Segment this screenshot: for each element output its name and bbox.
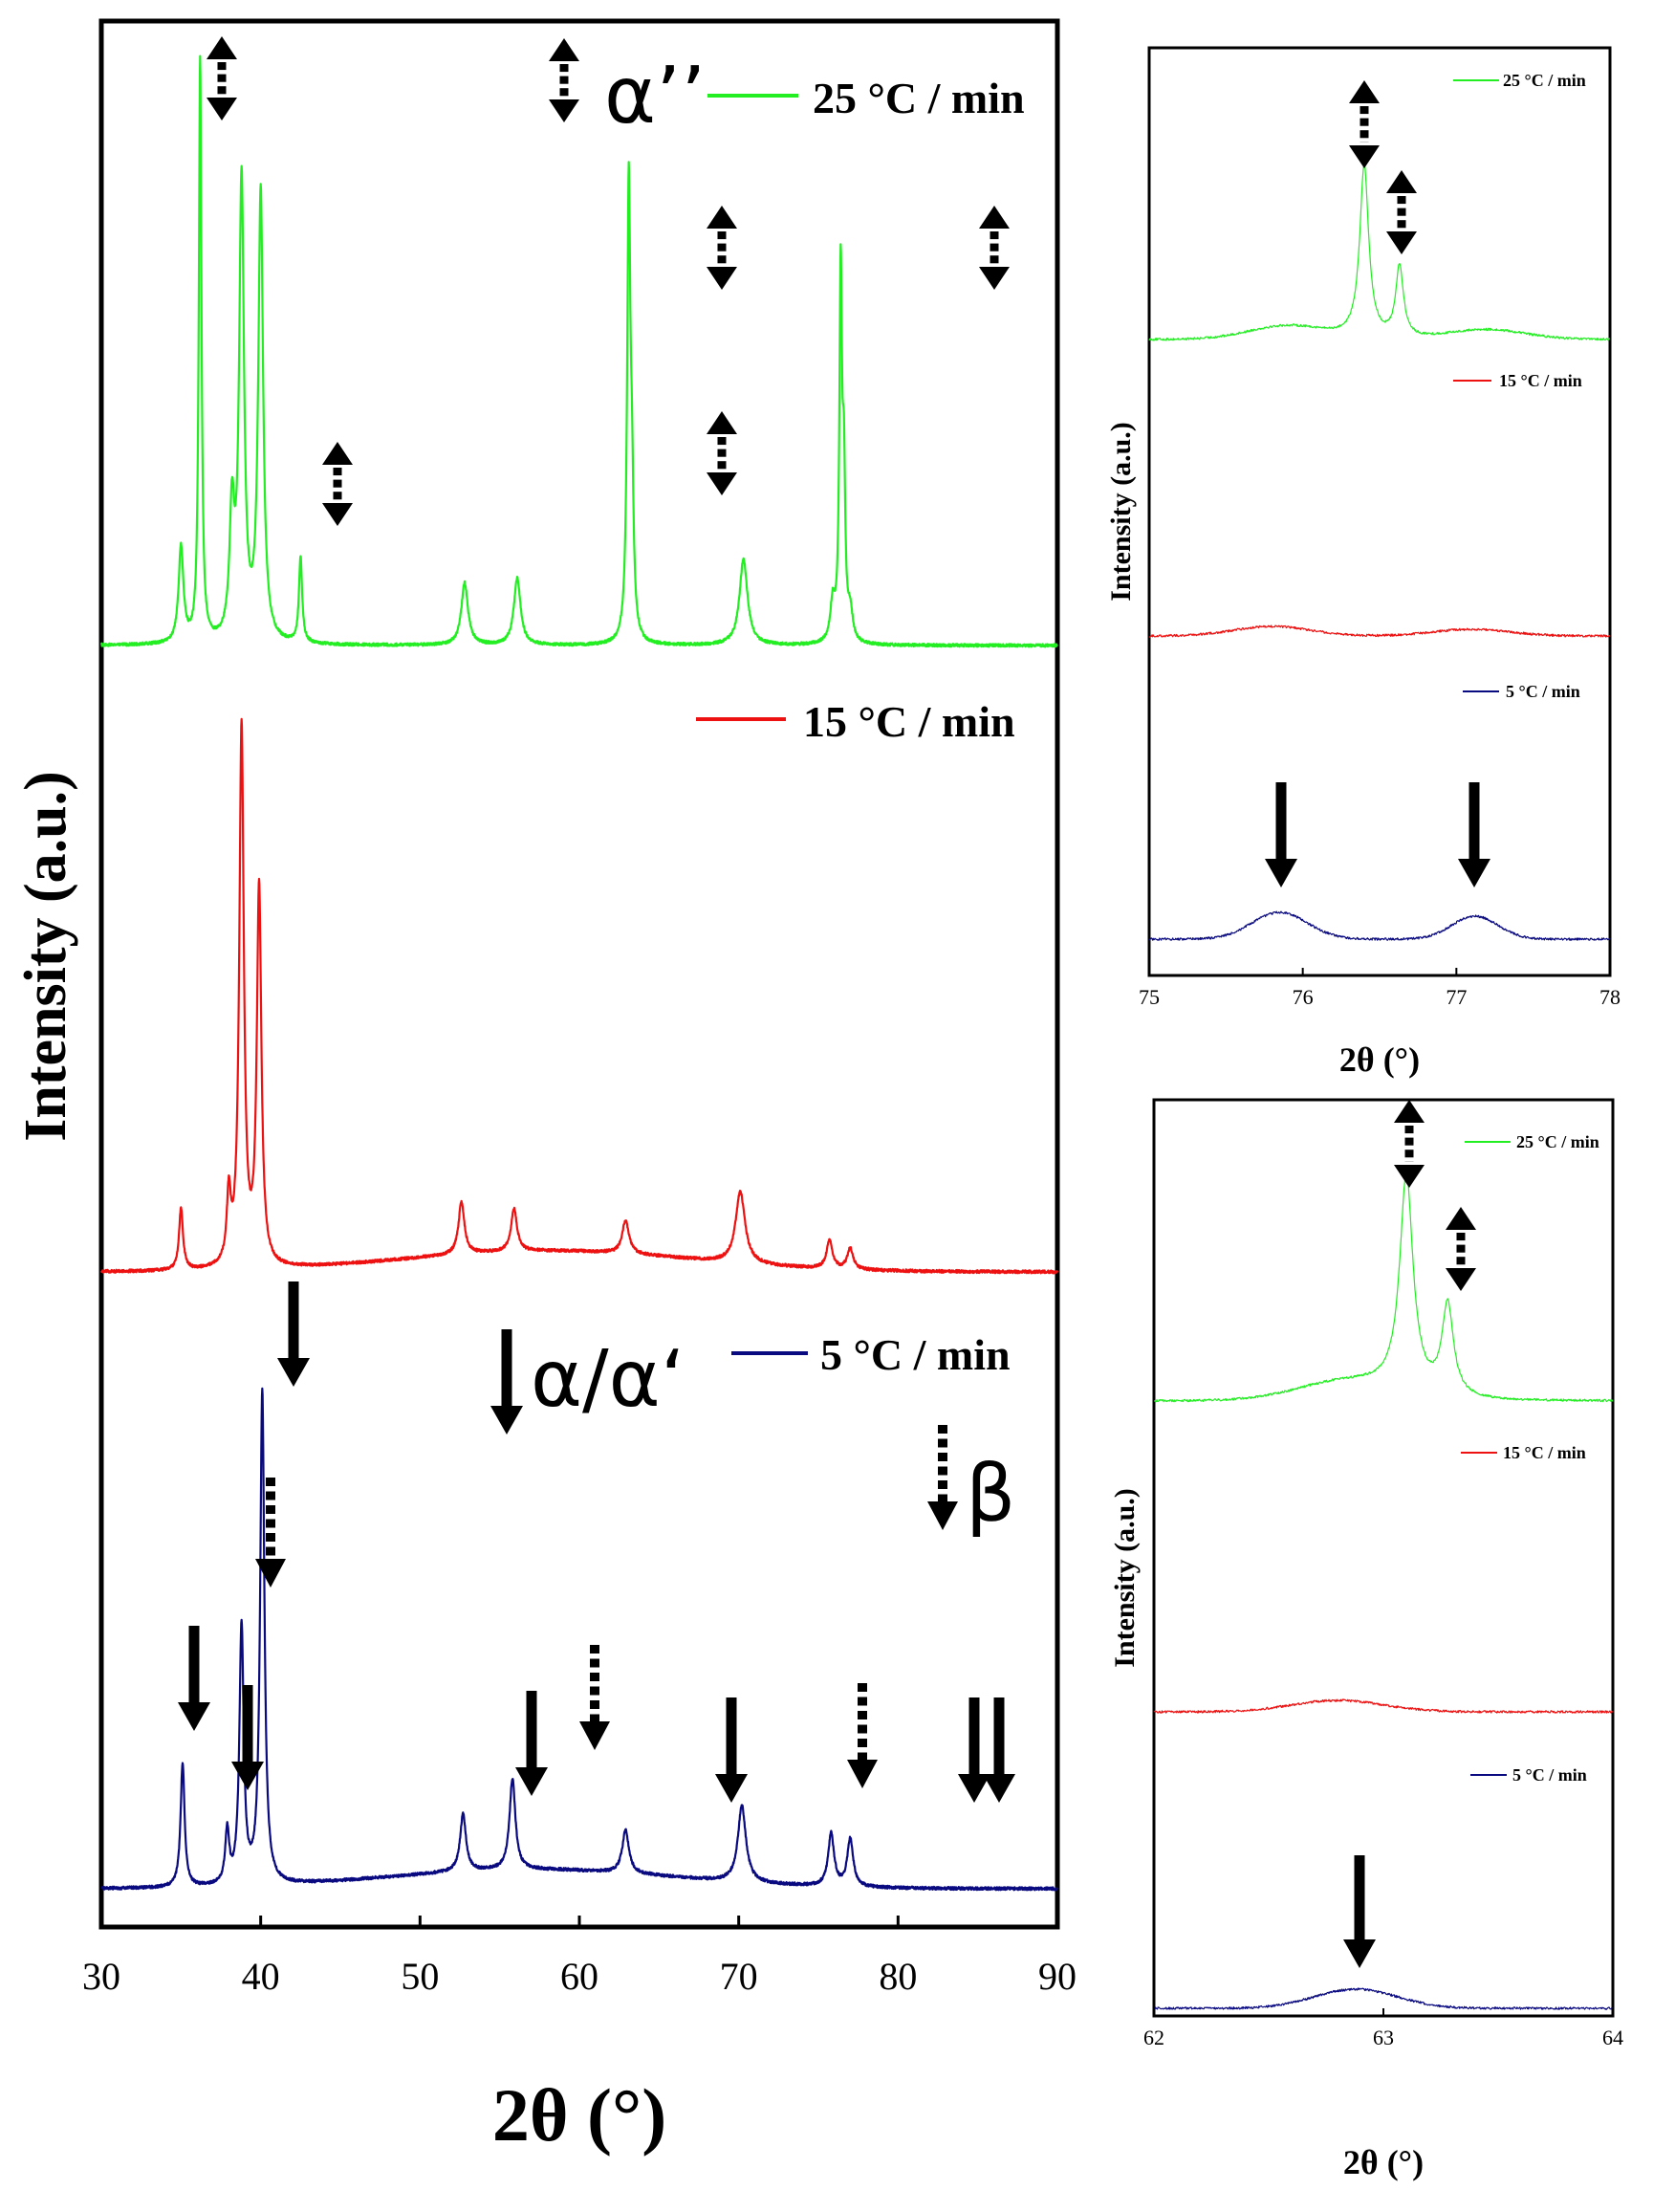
double-dashed-arrow-icon <box>707 411 737 495</box>
inset-bottom-series-group <box>1153 1172 1614 2010</box>
inset-top-x-axis-label: 2θ (°) <box>1339 1040 1420 1079</box>
dashed-down-arrow-icon <box>847 1683 878 1788</box>
x-tick-label: 90 <box>1038 1955 1077 1998</box>
series-line-rate-5 <box>1148 910 1611 941</box>
inset-top-series-group <box>1148 164 1611 941</box>
series-line-rate-15 <box>1153 1698 1614 1714</box>
phase-label-beta: β <box>966 1449 1015 1540</box>
inset-bottom-frame <box>1152 1098 1615 2018</box>
double-dashed-arrow-icon <box>549 38 579 122</box>
double-dashed-arrow-icon <box>1446 1207 1476 1291</box>
x-tick-label: 60 <box>560 1955 598 1998</box>
main-y-axis-label: Intensity (a.u.) <box>13 771 78 1142</box>
main-panel: 30 40 50 60 70 80 90 Intensity (a.u.) 2θ (°) 2… <box>13 18 1077 2157</box>
solid-down-arrow-icon <box>277 1281 310 1387</box>
main-arrow-markers <box>178 36 1015 1803</box>
double-dashed-arrow-icon <box>1349 80 1380 168</box>
series-line-rate-15 <box>1148 624 1611 638</box>
inset-bottom-y-axis-label: Intensity (a.u.) <box>1109 1488 1141 1668</box>
dashed-down-arrow-icon <box>579 1645 610 1750</box>
inset-top-legend-label-5: 5 °C / min <box>1506 682 1580 701</box>
x-tick-label: 78 <box>1599 985 1621 1009</box>
solid-down-arrow-icon <box>231 1685 264 1790</box>
inset-top-x-ticks: 75 76 77 78 <box>1139 968 1621 1009</box>
double-dashed-arrow-icon <box>707 206 737 290</box>
x-tick-label: 80 <box>879 1955 917 1998</box>
inset-bottom-arrow-markers <box>1343 1100 1476 1968</box>
solid-down-arrow-icon <box>1458 782 1490 887</box>
main-x-ticks: 30 40 50 60 70 80 90 <box>82 1916 1077 1998</box>
series-line-rate-15 <box>99 717 1059 1275</box>
inset-top-frame <box>1147 46 1612 977</box>
phase-label-alpha-alpha-prime: α/α‘ <box>531 1334 685 1425</box>
solid-down-arrow-icon <box>178 1626 210 1731</box>
inset-bottom-legend-label-25: 25 °C / min <box>1516 1132 1599 1151</box>
main-series-group <box>99 55 1059 1892</box>
series-line-rate-5 <box>100 1387 1058 1892</box>
series-line-rate-25 <box>99 55 1058 648</box>
solid-down-arrow-icon <box>490 1329 523 1435</box>
phase-label-alpha-double-prime: α’’ <box>604 51 706 142</box>
solid-down-arrow-icon <box>958 1697 990 1803</box>
inset-bottom-legend-label-15: 15 °C / min <box>1503 1443 1586 1462</box>
inset-bottom-x-ticks: 62 63 64 <box>1143 2008 1623 2049</box>
main-x-axis-label: 2θ (°) <box>492 2073 666 2157</box>
solid-down-arrow-icon <box>1343 1855 1376 1968</box>
x-tick-label: 62 <box>1143 2026 1164 2049</box>
double-dashed-arrow-icon <box>322 442 353 526</box>
double-dashed-arrow-icon <box>1394 1100 1425 1188</box>
inset-bottom-panel: 62 63 64 Intensity (a.u.) 2θ (°) 25 °C / m… <box>1109 1098 1623 2181</box>
x-tick-label: 77 <box>1446 985 1467 1009</box>
solid-down-arrow-icon <box>983 1697 1015 1803</box>
x-tick-label: 75 <box>1139 985 1160 1009</box>
dashed-down-arrow-icon <box>255 1478 286 1588</box>
legend-label-25: 25 °C / min <box>813 74 1025 122</box>
solid-down-arrow-icon <box>515 1691 548 1796</box>
series-line-rate-5 <box>1153 1987 1614 2010</box>
double-dashed-arrow-icon <box>207 36 237 120</box>
x-tick-label: 64 <box>1602 2026 1623 2049</box>
solid-down-arrow-icon <box>1265 782 1297 887</box>
inset-top-arrow-markers <box>1265 80 1490 887</box>
x-tick-label: 50 <box>401 1955 439 1998</box>
legend-label-5: 5 °C / min <box>820 1330 1011 1379</box>
x-tick-label: 40 <box>242 1955 280 1998</box>
inset-bottom-x-axis-label: 2θ (°) <box>1343 2143 1424 2181</box>
solid-down-arrow-icon <box>715 1697 748 1803</box>
inset-top-legend-label-15: 15 °C / min <box>1499 371 1582 390</box>
inset-bottom-legend-label-5: 5 °C / min <box>1512 1765 1587 1785</box>
x-tick-label: 70 <box>720 1955 758 1998</box>
series-line-rate-25 <box>1153 1172 1614 1403</box>
x-tick-label: 63 <box>1373 2026 1394 2049</box>
dashed-down-arrow-icon <box>927 1425 958 1530</box>
double-dashed-arrow-icon <box>1386 170 1417 254</box>
inset-top-panel: 75 76 77 78 Intensity (a.u.) 2θ (°) 25 °C /… <box>1105 46 1621 1079</box>
x-tick-label: 30 <box>82 1955 120 1998</box>
x-tick-label: 76 <box>1293 985 1314 1009</box>
inset-top-legend-label-25: 25 °C / min <box>1503 71 1586 90</box>
inset-top-y-axis-label: Intensity (a.u.) <box>1105 422 1137 602</box>
double-dashed-arrow-icon <box>979 206 1010 290</box>
series-line-rate-25 <box>1148 164 1611 341</box>
legend-label-15: 15 °C / min <box>803 697 1015 746</box>
